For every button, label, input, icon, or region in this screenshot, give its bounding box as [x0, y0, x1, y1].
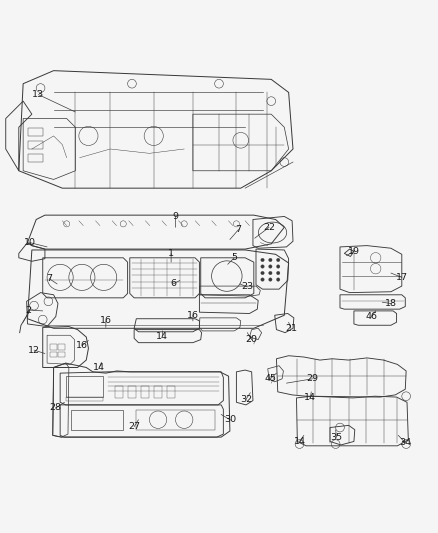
Text: 19: 19 [348, 247, 360, 256]
Text: 10: 10 [24, 238, 35, 247]
Bar [154, 386, 162, 398]
Circle shape [268, 258, 272, 262]
Text: 18: 18 [385, 299, 397, 308]
Bar [66, 376, 103, 397]
Text: 7: 7 [46, 274, 52, 283]
Circle shape [268, 265, 272, 268]
Bar [28, 128, 43, 136]
Text: 35: 35 [330, 433, 343, 442]
Circle shape [276, 271, 280, 275]
Text: 28: 28 [50, 403, 62, 413]
Text: 34: 34 [399, 438, 411, 447]
Text: 1: 1 [168, 249, 174, 258]
Text: 16: 16 [76, 341, 88, 350]
Text: 16: 16 [187, 311, 199, 320]
Bar [58, 344, 65, 350]
Text: 29: 29 [307, 374, 318, 383]
Text: 14: 14 [304, 393, 316, 402]
Text: 14: 14 [93, 363, 105, 372]
Text: 22: 22 [263, 223, 275, 232]
Circle shape [276, 258, 280, 262]
Bar [28, 154, 43, 162]
Circle shape [261, 258, 264, 262]
Text: 9: 9 [173, 212, 178, 221]
Circle shape [261, 265, 264, 268]
Circle shape [268, 278, 272, 281]
Bar [141, 386, 149, 398]
Text: 30: 30 [224, 415, 236, 424]
Circle shape [261, 278, 264, 281]
Bar [115, 386, 123, 398]
Circle shape [276, 265, 280, 268]
Circle shape [276, 278, 280, 281]
Text: 45: 45 [265, 374, 276, 383]
Bar [58, 352, 65, 357]
Text: 27: 27 [128, 422, 140, 431]
Circle shape [268, 271, 272, 275]
Text: 12: 12 [28, 345, 40, 354]
Bar [66, 397, 103, 400]
Bar [167, 386, 176, 398]
Text: 14: 14 [156, 332, 169, 341]
Bar [50, 344, 57, 350]
Text: 23: 23 [241, 282, 253, 292]
Text: 21: 21 [285, 324, 297, 333]
Bar [50, 352, 57, 357]
Circle shape [261, 271, 264, 275]
Text: 7: 7 [236, 225, 242, 234]
Text: 6: 6 [170, 279, 177, 288]
Text: 32: 32 [240, 395, 252, 403]
Text: 5: 5 [231, 253, 237, 262]
Text: 17: 17 [396, 273, 408, 282]
Bar [136, 410, 215, 430]
Text: 2: 2 [25, 305, 32, 314]
Bar [127, 386, 136, 398]
Text: 16: 16 [100, 317, 112, 326]
Bar [71, 410, 123, 430]
Text: 46: 46 [365, 312, 377, 321]
Text: 14: 14 [293, 437, 306, 446]
Text: 20: 20 [246, 335, 258, 344]
Bar [28, 141, 43, 149]
Text: 13: 13 [32, 90, 44, 99]
